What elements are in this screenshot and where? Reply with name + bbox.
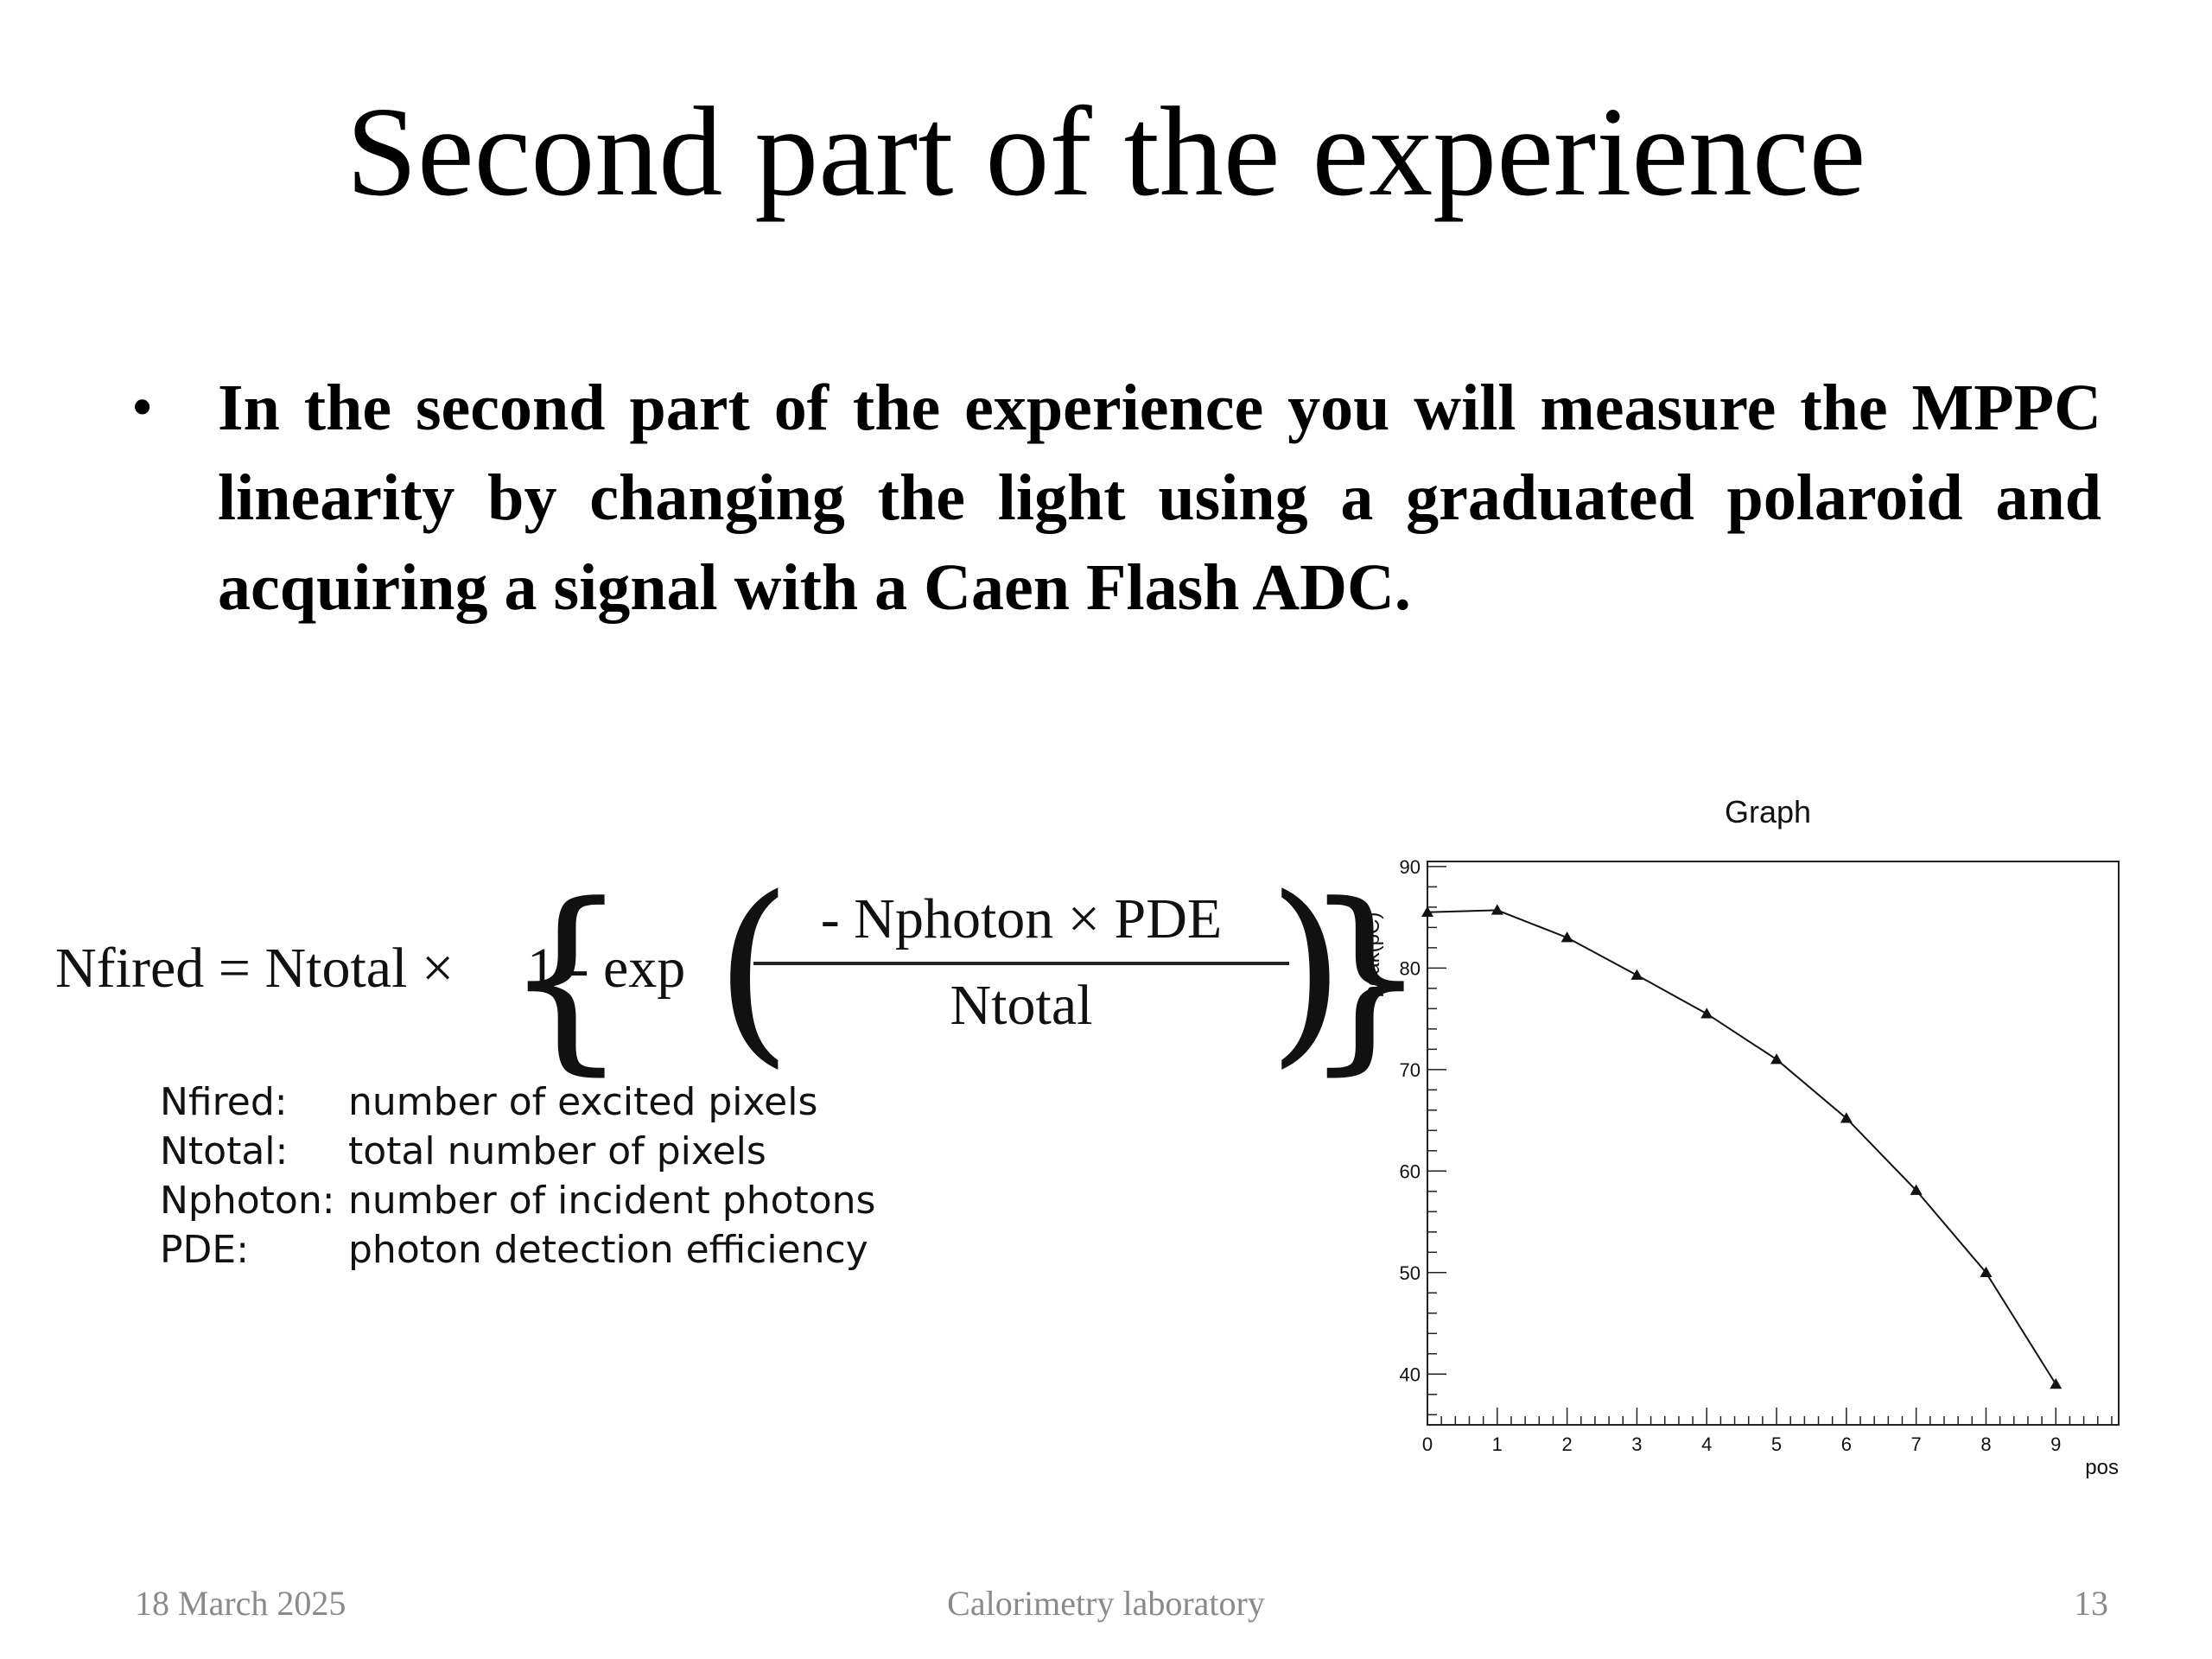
x-tick-label: 4	[1701, 1433, 1712, 1455]
formula-right-paren: )	[1268, 855, 1345, 1086]
y-tick-label: 40	[1400, 1363, 1421, 1385]
footer-date: 18 March 2025	[135, 1584, 346, 1623]
x-tick-label: 6	[1841, 1433, 1852, 1455]
footer-title: Calorimetry laboratory	[947, 1584, 1265, 1623]
data-point	[1700, 1007, 1713, 1019]
definition-term: Ntotal:	[160, 1129, 289, 1173]
x-axis-label: pos	[2085, 1456, 2119, 1479]
formula-denominator: Ntotal	[950, 974, 1093, 1037]
y-tick-label: 80	[1400, 957, 1421, 979]
formula-fraction-line	[753, 962, 1289, 965]
y-axis-label: peak(pC)	[1361, 912, 1384, 998]
definition-term: PDE:	[160, 1228, 250, 1272]
data-point	[1560, 931, 1573, 943]
data-point	[1491, 904, 1503, 915]
chart-title: Graph	[1725, 794, 1811, 830]
y-tick-label: 70	[1400, 1059, 1421, 1081]
formula-left-paren: (	[715, 855, 792, 1086]
page-number: 13	[2074, 1584, 2108, 1623]
axis-tick-labels: 0 1 2 3 4 5 6 7 8 9 40 50 60 70 80 90	[1400, 856, 2062, 1455]
data-points	[1421, 904, 2063, 1389]
data-point	[1910, 1184, 1923, 1195]
axis-ticks	[1427, 866, 2113, 1425]
formula-right-brace: }	[1302, 862, 1429, 1093]
definition-term: Nfired:	[160, 1080, 288, 1124]
data-point	[2050, 1378, 2063, 1389]
data-point	[1421, 906, 1433, 917]
x-tick-label: 5	[1771, 1433, 1782, 1455]
definition-desc: total number of pixels	[348, 1129, 766, 1173]
definition-desc: number of excited pixels	[348, 1080, 818, 1124]
plot-frame	[1427, 861, 2120, 1426]
formula-left-brace: {	[503, 862, 630, 1093]
slide-title: Second part of the experience	[346, 81, 1866, 223]
series-line	[1427, 909, 2057, 1385]
bullet-marker: •	[131, 372, 154, 442]
y-tick-label: 60	[1400, 1160, 1421, 1182]
peak-vs-pos-chart: Graph 0 1 2 3 4 5 6 7 8 9 40 50 60 70 80 90 pos peak(pC…	[1361, 794, 2120, 1479]
definition-desc: photon detection efficiency	[348, 1228, 868, 1272]
formula-exp: 1 - exp	[527, 937, 686, 1000]
definition-desc: number of incident photons	[348, 1179, 876, 1223]
x-tick-label: 8	[1980, 1433, 1991, 1455]
x-tick-label: 0	[1422, 1433, 1433, 1455]
data-point	[1630, 969, 1643, 980]
x-tick-label: 3	[1631, 1433, 1642, 1455]
data-point	[1770, 1053, 1783, 1065]
data-point	[1980, 1266, 1993, 1278]
y-tick-label: 50	[1400, 1262, 1421, 1284]
x-tick-label: 7	[1911, 1433, 1922, 1455]
formula: Nfired = Ntotal × { 1 - exp ( - Nphoton …	[54, 855, 1428, 1093]
x-tick-label: 9	[2050, 1433, 2061, 1455]
formula-numerator: - Nphoton × PDE	[820, 887, 1223, 950]
definition-term: Nphoton:	[160, 1179, 335, 1223]
y-tick-label: 90	[1400, 856, 1421, 878]
x-tick-label: 1	[1492, 1433, 1503, 1455]
bullet-text: In the second part of the experience you…	[218, 372, 2101, 624]
data-point	[1840, 1112, 1853, 1123]
x-tick-label: 2	[1561, 1433, 1572, 1455]
formula-lhs: Nfired = Ntotal ×	[55, 937, 454, 1000]
